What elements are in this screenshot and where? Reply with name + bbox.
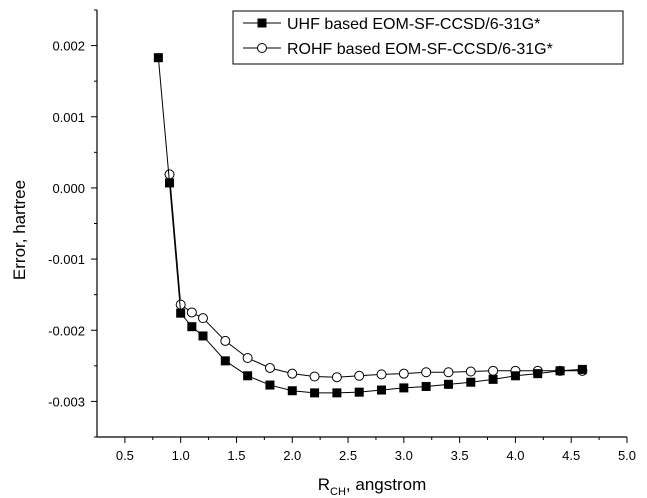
data-point — [577, 364, 587, 374]
data-point — [198, 331, 208, 341]
data-point — [421, 367, 432, 378]
x-tick-label: 2.0 — [283, 448, 301, 463]
data-point — [376, 369, 387, 380]
data-point — [510, 371, 520, 381]
y-tick-label: 0.002 — [52, 39, 85, 54]
legend-label: UHF based EOM-SF-CCSD/6-31G* — [287, 16, 540, 33]
x-axis-title-main: R — [318, 475, 330, 494]
data-point — [220, 335, 231, 346]
data-point — [220, 356, 230, 366]
series-layer — [153, 53, 588, 398]
y-tick-label: 0.001 — [52, 110, 85, 125]
x-axis-title-sub: CH — [330, 486, 346, 498]
data-point — [354, 387, 364, 397]
x-tick-label: 4.0 — [506, 448, 524, 463]
data-point — [354, 370, 365, 381]
series-line — [169, 174, 583, 378]
data-point — [421, 381, 431, 391]
data-point — [398, 368, 409, 379]
data-point — [265, 380, 275, 390]
x-tick-label: 3.0 — [395, 448, 413, 463]
series-uhf — [153, 53, 587, 398]
data-point — [243, 371, 253, 381]
data-point — [242, 353, 253, 364]
legend-label: ROHF based EOM-SF-CCSD/6-31G* — [287, 41, 553, 58]
x-tick-label: 1.0 — [172, 448, 190, 463]
data-point — [443, 379, 453, 389]
data-point — [555, 366, 565, 376]
x-tick-label: 0.5 — [116, 448, 134, 463]
y-tick-label: -0.003 — [48, 394, 85, 409]
series-line — [157, 57, 583, 394]
legend: UHF based EOM-SF-CCSD/6-31G* ROHF based E… — [232, 10, 624, 65]
x-axis-title: RCH, angstrom — [318, 475, 426, 498]
data-point — [533, 369, 543, 379]
y-axis: -0.003 -0.002 -0.001 0.000 0.001 0.002 — [48, 9, 97, 438]
data-point — [186, 307, 197, 318]
data-point — [331, 372, 342, 383]
data-point — [377, 385, 387, 395]
data-point — [399, 383, 409, 393]
x-tick-label: 2.5 — [339, 448, 357, 463]
y-axis-title: Error, hartree — [10, 180, 29, 280]
data-point — [465, 366, 476, 377]
data-point — [287, 368, 298, 379]
data-point — [309, 371, 320, 382]
x-tick-label: 1.5 — [227, 448, 245, 463]
data-point — [488, 365, 499, 376]
data-point — [488, 374, 498, 384]
x-axis: 0.5 1.0 1.5 2.0 2.5 3.0 3.5 4.0 4.5 5.0 — [116, 437, 636, 463]
series-rohf — [164, 169, 588, 383]
data-point — [466, 377, 476, 387]
data-point — [443, 367, 454, 378]
x-tick-label: 5.0 — [618, 448, 636, 463]
y-tick-label: -0.002 — [48, 323, 85, 338]
x-axis-title-rest: , angstrom — [346, 475, 426, 494]
y-tick-label: -0.001 — [48, 252, 85, 267]
x-tick-label: 3.5 — [451, 448, 469, 463]
legend-marker — [257, 43, 267, 53]
data-point — [287, 386, 297, 396]
x-tick-label: 4.5 — [562, 448, 580, 463]
data-point — [153, 53, 163, 63]
y-tick-label: 0.000 — [52, 181, 85, 196]
legend-marker — [257, 18, 267, 28]
data-point — [187, 322, 197, 332]
data-point — [165, 178, 175, 188]
data-point — [332, 388, 342, 398]
data-point — [198, 313, 208, 324]
data-point — [176, 308, 186, 318]
legend-item: ROHF based EOM-SF-CCSD/6-31G* — [243, 41, 553, 58]
data-point — [264, 362, 275, 373]
legend-box — [232, 10, 624, 65]
data-point — [310, 388, 320, 398]
legend-item: UHF based EOM-SF-CCSD/6-31G* — [243, 16, 540, 33]
